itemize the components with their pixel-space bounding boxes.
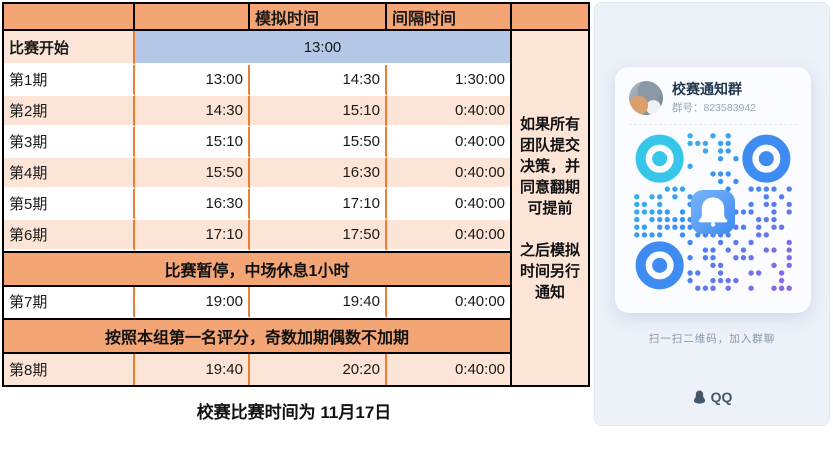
period-interval[interactable]: 0:40:00 [387,96,510,127]
qq-card-header: 校赛通知群 群号：823583942 [615,67,811,124]
period-start[interactable]: 15:50 [135,158,250,189]
period-label[interactable]: 第1期 [4,65,135,96]
qq-brand-label: QQ [710,389,733,405]
qq-bell-icon [691,190,735,234]
period-interval[interactable]: 0:40:00 [387,354,510,385]
period-start[interactable]: 19:40 [135,354,250,385]
group-name: 校赛通知群 [672,81,742,97]
side-note-text-2: 之后模拟时间另行通知 [519,241,580,301]
period-label[interactable]: 第4期 [4,158,135,189]
header-cell-empty-a[interactable] [4,4,135,31]
qq-penguin-icon [693,390,705,404]
side-note-text-1: 如果所有团队提交决策，并同意翻期可提前 [519,115,580,217]
header-cell-empty-e[interactable] [510,4,588,31]
period-start[interactable]: 14:30 [135,96,250,127]
period-label[interactable]: 第7期 [4,287,135,318]
period-interval[interactable]: 0:40:00 [387,127,510,158]
period-end[interactable]: 17:50 [250,220,387,251]
period-start[interactable]: 17:10 [135,220,250,251]
period-label[interactable]: 第8期 [4,354,135,385]
period-start[interactable]: 19:00 [135,287,250,318]
period-interval[interactable]: 0:40:00 [387,158,510,189]
side-note-cell[interactable]: 如果所有团队提交决策，并同意翻期可提前 之后模拟时间另行通知 [510,31,588,385]
header-cell-empty-b[interactable] [135,4,250,31]
group-number: 群号：823583942 [672,102,757,114]
scoring-row[interactable]: 按照本组第一名评分，奇数加期偶数不加期 [4,318,510,354]
period-start[interactable]: 15:10 [135,127,250,158]
qq-group-panel: 校赛通知群 群号：823583942 扫一扫二维码，加入群聊 QQ [594,2,830,426]
qr-code [629,124,797,297]
period-end[interactable]: 14:30 [250,65,387,96]
period-label[interactable]: 第2期 [4,96,135,127]
footer-note: 校赛比赛时间为 11月17日 [196,403,392,422]
period-start[interactable]: 13:00 [135,65,250,96]
period-end[interactable]: 19:40 [250,287,387,318]
period-start[interactable]: 16:30 [135,189,250,220]
period-end[interactable]: 17:10 [250,189,387,220]
period-label[interactable]: 第6期 [4,220,135,251]
qq-group-card: 校赛通知群 群号：823583942 [615,67,811,313]
header-sim-time[interactable]: 模拟时间 [250,4,387,31]
period-interval[interactable]: 0:40:00 [387,287,510,318]
header-interval-time[interactable]: 间隔时间 [387,4,510,31]
period-end[interactable]: 20:20 [250,354,387,385]
period-end[interactable]: 15:50 [250,127,387,158]
scan-hint: 扫一扫二维码，加入群聊 [648,333,776,345]
period-label[interactable]: 第3期 [4,127,135,158]
schedule-table: 模拟时间 间隔时间 比赛开始 13:00 如果所有团队提交决策，并同意翻期可提前… [2,2,590,387]
qr-code-image [633,132,793,297]
group-avatar [629,80,663,115]
break-row[interactable]: 比赛暂停，中场休息1小时 [4,251,510,287]
period-end[interactable]: 15:10 [250,96,387,127]
start-label-cell[interactable]: 比赛开始 [4,31,135,65]
start-time-cell[interactable]: 13:00 [135,31,510,65]
period-interval[interactable]: 0:40:00 [387,189,510,220]
period-interval[interactable]: 0:40:00 [387,220,510,251]
period-end[interactable]: 16:30 [250,158,387,189]
period-interval[interactable]: 1:30:00 [387,65,510,96]
period-label[interactable]: 第5期 [4,189,135,220]
qq-brand: QQ [595,389,829,405]
